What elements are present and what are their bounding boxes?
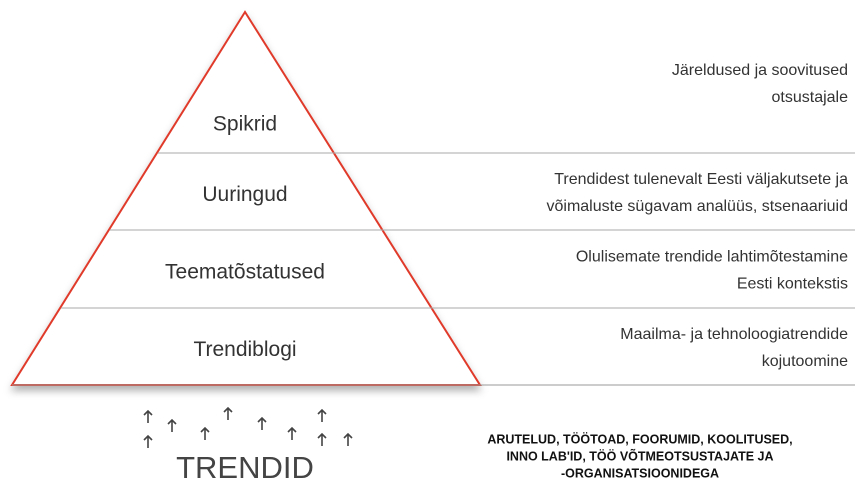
- level-description: kojutoomine: [762, 353, 848, 370]
- level-label: Teematõstatused: [165, 261, 325, 284]
- level-description: Olulisemate trendide lahtimõtestamine: [576, 249, 848, 266]
- level-label: Uuringud: [202, 183, 287, 206]
- level-label: Spikrid: [213, 113, 277, 136]
- level-description: otsustajale: [772, 89, 849, 106]
- caption-line: -ORGANISATSIOONIDEGA: [561, 466, 719, 480]
- caption-line: ARUTELUD, TÖÖTOAD, FOORUMID, KOOLITUSED,: [487, 431, 792, 446]
- footer-label: TRENDID: [176, 450, 314, 485]
- footer-caption: ARUTELUD, TÖÖTOAD, FOORUMID, KOOLITUSED,…: [487, 431, 792, 480]
- layers: Spikrid Järeldused ja soovitused otsustaja…: [12, 62, 855, 386]
- level-description: Eesti kontekstis: [737, 276, 848, 293]
- caption-line: INNO LAB'ID, TÖÖ VÕTMEOTSUSTAJATE JA: [506, 448, 773, 463]
- arrows: [143, 406, 353, 448]
- level-description: Trendidest tulenevalt Eesti väljakutsete…: [554, 171, 848, 188]
- level-description: Maailma- ja tehnoloogiatrendide: [620, 326, 848, 343]
- level-description: võimaluste sügavam analüüs, stsenaariuid: [547, 198, 849, 215]
- level-description: Järeldused ja soovitused: [672, 62, 848, 79]
- level-label: Trendiblogi: [193, 338, 296, 361]
